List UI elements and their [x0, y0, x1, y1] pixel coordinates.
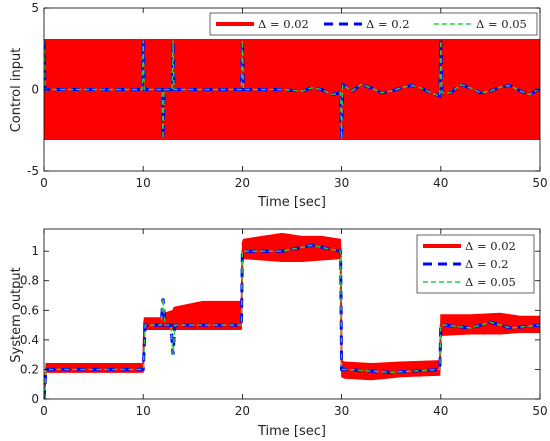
control-input-legend-box: [209, 12, 538, 36]
system-output-x-tick-label: 0: [40, 404, 48, 418]
system-output-plot-area: [44, 232, 540, 399]
control-input-x-tick-label: 20: [235, 176, 250, 190]
control-input-x-tick-label: 40: [433, 176, 448, 190]
system-output-y-tick-label: 0.8: [20, 274, 39, 288]
control-input-legend: Δ = 0.02 Δ = 0.2 Δ = 0.05: [209, 12, 538, 36]
system-output-chart: 0 10 20 30 40 50 0 0.2 0.4 0.6 0.8 1 Time [sec] Sys…: [9, 228, 548, 439]
system-output-series-1-band: [44, 232, 540, 399]
system-output-y-tick-label: 0.4: [20, 333, 39, 347]
system-output-series-1-line: [44, 242, 540, 399]
control-input-x-axis-label: Time [sec]: [257, 195, 326, 210]
system-output-axes-box: [43, 228, 541, 400]
system-output-x-axis-label: Time [sec]: [257, 424, 326, 439]
control-input-ticks: 0 10 20 30 40 50-505: [27, 1, 548, 190]
control-input-x-tick-label: 30: [334, 176, 349, 190]
control-input-x-tick-label: 0: [40, 176, 48, 190]
control-input-y-tick-label: 5: [31, 1, 39, 15]
system-output-y-tick-label: 0: [31, 392, 39, 406]
system-output-y-tick-label: 1: [31, 244, 39, 258]
system-output-x-tick-label: 30: [334, 404, 349, 418]
system-output-legend-label-1: Δ = 0.02: [465, 239, 516, 253]
system-output-legend: Δ = 0.02 Δ = 0.2 Δ = 0.05: [416, 234, 535, 294]
control-input-legend-label-1: Δ = 0.02: [258, 17, 309, 31]
control-input-legend-label-2: Δ = 0.2: [366, 17, 410, 31]
system-output-ticks: 0 10 20 30 40 50 0 0.2 0.4 0.6 0.8 1: [20, 229, 548, 418]
control-input-y-tick-label: -5: [27, 164, 39, 178]
control-input-chart: 0 10 20 30 40 50-505 Time [sec] Control input…: [9, 1, 548, 210]
control-input-x-tick-label: 50: [532, 176, 547, 190]
system-output-series-3-line: [44, 244, 540, 399]
control-input-y-axis-label: Control input: [9, 48, 24, 133]
system-output-x-tick-label: 50: [532, 404, 547, 418]
system-output-y-axis-label: System output: [9, 267, 24, 363]
control-input-legend-label-3: Δ = 0.05: [476, 17, 527, 31]
system-output-legend-label-3: Δ = 0.05: [465, 275, 516, 289]
control-input-x-tick-label: 10: [136, 176, 151, 190]
system-output-y-tick-label: 0.2: [20, 362, 39, 376]
control-input-plot-area: [44, 38, 540, 141]
control-input-series-2-line: [44, 40, 540, 139]
system-output-x-tick-label: 20: [235, 404, 250, 418]
system-output-x-tick-label: 40: [433, 404, 448, 418]
system-output-legend-label-2: Δ = 0.2: [465, 257, 509, 271]
control-input-y-tick-label: 0: [31, 83, 39, 97]
system-output-x-tick-label: 10: [136, 404, 151, 418]
system-output-y-tick-label: 0.6: [20, 303, 39, 317]
